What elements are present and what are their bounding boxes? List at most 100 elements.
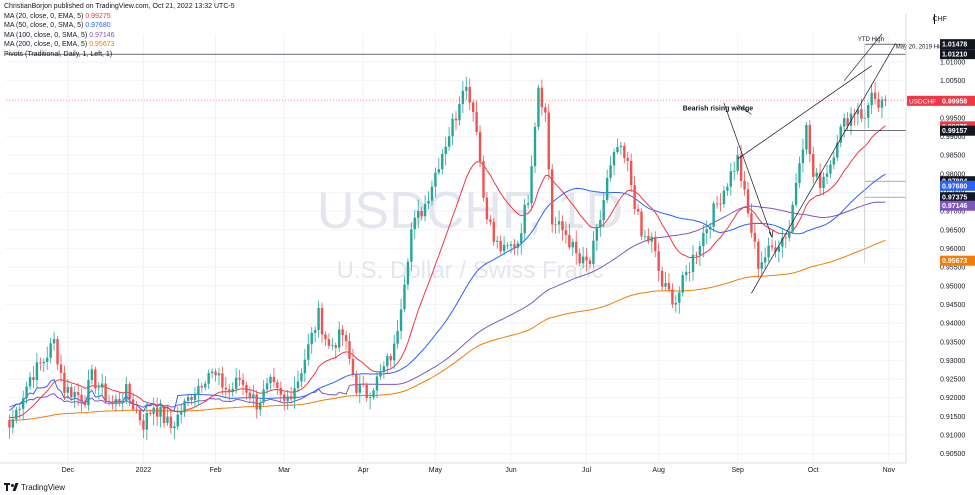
candle-body — [657, 251, 660, 271]
candle-body — [406, 261, 410, 285]
candle-body — [39, 362, 42, 364]
indicator-line[interactable]: Pivots (Traditional, Daily, 1, Left, 1) — [4, 50, 235, 60]
candle — [21, 390, 25, 421]
indicator-line[interactable]: MA (20, close, 0, EMA, 5) 0.99275 — [4, 12, 235, 22]
candle-body — [437, 169, 441, 173]
candle — [413, 210, 416, 239]
candle — [722, 185, 726, 208]
time-tick-label: Feb — [210, 467, 222, 474]
candle-body — [575, 241, 578, 254]
candle-body — [578, 253, 581, 264]
candle — [382, 361, 386, 379]
sma50-line — [9, 173, 886, 413]
candle-body — [434, 172, 437, 187]
candle-body — [313, 330, 317, 333]
candle-body — [334, 345, 337, 348]
candle-body — [11, 419, 15, 428]
candle — [836, 134, 839, 162]
candle — [860, 98, 863, 123]
candle-body — [441, 153, 444, 170]
candle — [11, 409, 15, 434]
candle-body — [496, 240, 499, 242]
candle-body — [351, 358, 355, 374]
candle — [417, 199, 420, 229]
candle-body — [114, 399, 118, 405]
time-axis: Dec 2022 Feb Mar Apr May Jun Jul Aug Sep Oct Nov — [0, 462, 906, 474]
candle — [575, 230, 578, 265]
candle — [231, 382, 234, 397]
candle — [873, 81, 877, 105]
price-label-badge: 0.97680 — [940, 180, 975, 191]
candle — [241, 373, 245, 396]
price-label-badge: 0.99157 — [940, 125, 975, 136]
candle — [303, 349, 307, 382]
candle-body — [523, 204, 526, 234]
candle — [502, 236, 506, 256]
price-tick-label: 1.01000 — [940, 59, 965, 66]
candle-body — [550, 169, 554, 225]
candle-body — [880, 99, 884, 108]
candle — [808, 120, 812, 163]
candle-body — [454, 118, 458, 121]
candle — [578, 248, 581, 267]
candle — [327, 333, 331, 349]
candle — [131, 392, 135, 412]
candle — [856, 102, 860, 126]
candle — [763, 247, 767, 269]
candle-body — [303, 359, 307, 374]
wedge-upper-line — [737, 65, 872, 160]
candle — [42, 358, 45, 372]
candle — [49, 337, 52, 364]
candle — [695, 251, 698, 265]
candle-body — [224, 387, 228, 390]
candle — [530, 155, 533, 211]
candle-body — [688, 271, 691, 273]
candle — [616, 138, 619, 155]
candle — [544, 103, 547, 123]
price-tick-label: 0.95500 — [940, 265, 965, 272]
candle — [207, 369, 210, 389]
candle-body — [684, 271, 688, 276]
candle-body — [650, 236, 654, 242]
candle-body — [42, 361, 45, 364]
candle — [368, 392, 372, 410]
candle — [568, 223, 571, 250]
candle-body — [712, 203, 715, 227]
candle — [564, 221, 568, 244]
candle — [331, 337, 334, 351]
candle — [540, 79, 544, 116]
price-tick-label: 0.93500 — [940, 339, 965, 346]
candle-body — [111, 401, 114, 405]
candle — [832, 151, 836, 170]
indicator-line[interactable]: MA (100, close, 0, SMA, 5) 0.97146 — [4, 31, 235, 41]
candle — [46, 346, 49, 370]
candle — [468, 78, 471, 111]
candle — [234, 368, 238, 394]
candle-body — [784, 237, 787, 239]
candle — [509, 241, 513, 254]
candle-body — [643, 235, 647, 237]
candle-body — [805, 125, 808, 150]
candle-body — [836, 142, 839, 158]
candle-body — [245, 384, 248, 393]
candle — [396, 319, 399, 349]
price-badge-value: 1.01210 — [942, 52, 967, 59]
candle — [320, 302, 324, 343]
indicator-line[interactable]: MA (200, close, 0, EMA, 5) 0.95673 — [4, 40, 235, 50]
candle-body — [327, 339, 331, 346]
candle-body — [461, 90, 465, 104]
candle-body — [413, 217, 416, 230]
candle — [561, 215, 564, 241]
candle-body — [530, 166, 533, 204]
candle — [465, 76, 468, 101]
price-badge-bg — [940, 49, 975, 60]
candle-body — [770, 245, 774, 248]
may-2019-high-label: May 20, 2019 High — [896, 45, 946, 51]
candle-body — [389, 356, 392, 361]
candle-body — [647, 235, 650, 242]
price-tick-label: 0.90500 — [940, 451, 965, 458]
candle-body — [210, 371, 214, 374]
indicator-line[interactable]: MA (50, close, 0, SMA, 5) 0.97680 — [4, 21, 235, 31]
candle — [767, 237, 770, 262]
